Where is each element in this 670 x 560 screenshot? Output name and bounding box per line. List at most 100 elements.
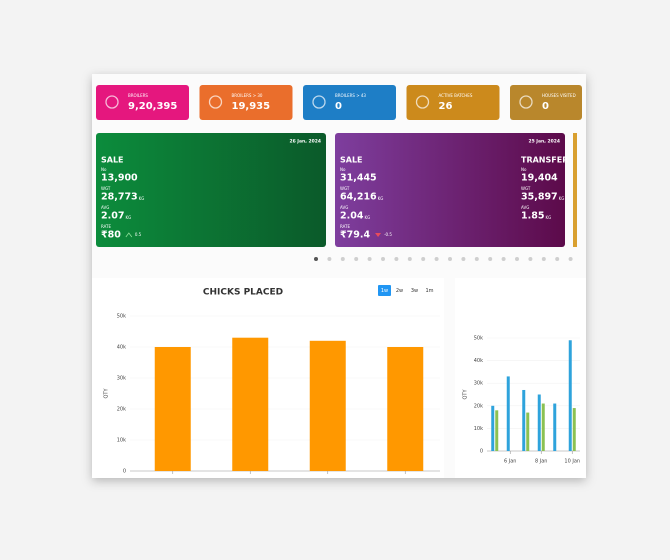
field-value: 19,404 (521, 173, 558, 184)
chart-title: CHICKS PLACED (203, 288, 283, 298)
carousel-dot[interactable] (461, 257, 466, 261)
range-button[interactable] (408, 285, 421, 296)
field-change: 0.5 (135, 232, 142, 237)
bar (537, 394, 541, 451)
bar (154, 347, 191, 471)
bar (568, 340, 572, 451)
bar (572, 408, 576, 451)
carousel-dot[interactable] (488, 257, 493, 261)
card-value: 0 (542, 101, 549, 112)
range-button[interactable] (423, 285, 436, 296)
card-label: BROILERS (128, 93, 148, 98)
carousel-dot[interactable] (434, 257, 439, 261)
range-button[interactable] (378, 285, 391, 296)
bar (541, 403, 545, 451)
panel-date: 25 Jan, 2024 (528, 139, 560, 145)
field-unit: KG (139, 196, 145, 201)
y-tick-label: 10k (117, 438, 126, 444)
field-value: 13,900 (101, 173, 138, 184)
field-label: AVG (521, 205, 529, 210)
range-button[interactable] (393, 285, 406, 296)
y-axis-label: QTY (463, 389, 469, 400)
y-tick-label: 40k (474, 358, 483, 364)
carousel-dot[interactable] (381, 257, 385, 261)
summary-panel (96, 133, 326, 247)
bar (553, 403, 557, 451)
field-label: No (521, 167, 527, 172)
y-tick-label: 50k (117, 314, 126, 320)
field-label: WGT (521, 186, 531, 191)
section-title: TRANSFER (521, 156, 568, 165)
y-tick-label: 40k (117, 345, 126, 351)
card-value: 26 (439, 101, 453, 112)
field-value: ₹79.4 (340, 230, 370, 241)
carousel-dot[interactable] (367, 257, 372, 261)
y-tick-label: 20k (117, 407, 126, 413)
field-label: WGT (101, 186, 111, 191)
carousel-dot[interactable] (327, 257, 332, 261)
bar (309, 340, 346, 471)
bar (232, 337, 269, 471)
field-label: AVG (101, 205, 109, 210)
y-tick-label: 0 (480, 449, 483, 455)
section-title: SALE (340, 156, 363, 165)
y-tick-label: 30k (117, 376, 126, 382)
carousel-dot[interactable] (421, 257, 426, 261)
card-icon (415, 95, 430, 109)
trend-icon (375, 233, 382, 237)
field-value: 31,445 (340, 173, 377, 184)
field-label: WGT (340, 186, 350, 191)
bar (522, 389, 526, 451)
card-icon (312, 95, 326, 109)
carousel-dot[interactable] (501, 257, 506, 261)
field-unit: KG (125, 215, 131, 220)
stat-card[interactable] (96, 85, 189, 120)
carousel-dot[interactable] (407, 257, 412, 261)
field-unit: KG (545, 215, 551, 220)
carousel-dot[interactable] (515, 257, 519, 261)
next-panel (573, 133, 577, 247)
card-label: ACTIVE BATCHES (439, 93, 473, 98)
range-label: 1m (425, 288, 433, 294)
card-label: BROILERS > 43 (335, 93, 366, 98)
range-label: 1w (381, 288, 388, 294)
carousel-dot[interactable] (314, 257, 318, 261)
carousel-dot[interactable] (354, 257, 359, 261)
field-label: RATE (340, 224, 350, 229)
card-label: HOUSES VISITED (542, 93, 576, 98)
field-unit: KG (364, 215, 370, 220)
field-value: 64,216 (340, 192, 377, 203)
stat-card[interactable] (303, 85, 396, 120)
y-tick-label: 30k (474, 381, 483, 387)
field-label: No (340, 167, 346, 172)
x-tick-label: 6 Jan (504, 459, 516, 465)
stat-card[interactable] (406, 85, 500, 120)
carousel-dot[interactable] (394, 257, 399, 261)
card-value: 0 (335, 101, 342, 112)
bar (506, 376, 510, 451)
card-icon (519, 95, 533, 109)
carousel-dot[interactable] (555, 257, 560, 261)
carousel-dot[interactable] (340, 257, 345, 261)
bar (495, 410, 499, 451)
y-tick-label: 10k (474, 426, 483, 432)
range-label: 2w (396, 288, 403, 294)
y-tick-label: 20k (474, 403, 483, 409)
card-label: BROILERS > 30 (232, 93, 263, 98)
field-label: RATE (101, 224, 111, 229)
stat-card[interactable] (199, 85, 293, 120)
stat-card[interactable] (510, 85, 582, 120)
carousel-dot[interactable] (474, 257, 479, 261)
field-value: 28,773 (101, 192, 138, 203)
section-title: SALE (101, 156, 124, 165)
field-unit: KG (559, 196, 565, 201)
carousel-dot[interactable] (541, 257, 546, 261)
carousel-dot[interactable] (448, 257, 452, 261)
carousel-dot[interactable] (528, 257, 533, 261)
summary-panel (335, 133, 565, 247)
field-value: 2.07 (101, 211, 124, 222)
field-change: -0.5 (384, 232, 392, 237)
carousel-dot[interactable] (568, 257, 573, 261)
bar (387, 347, 424, 471)
